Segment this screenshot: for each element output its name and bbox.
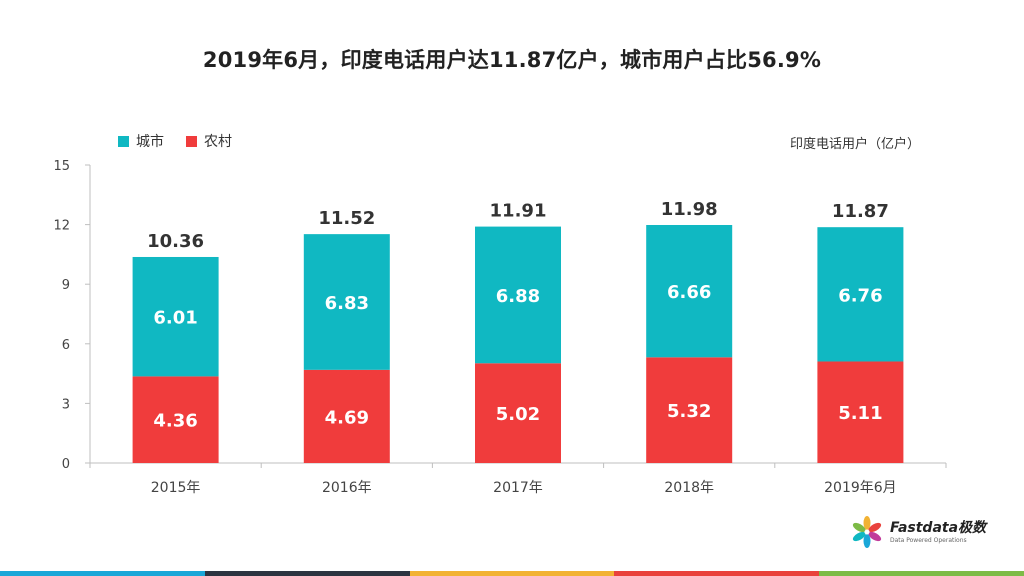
stripe-3 (409, 571, 615, 576)
data-label-urban: 6.66 (667, 282, 711, 303)
bar-rural (475, 363, 561, 463)
y-tick-label: 6 (62, 338, 70, 353)
brand-logo: Fastdata极数 Data Powered Operations (850, 512, 1010, 552)
data-label-urban: 6.76 (838, 285, 882, 306)
stripe-2 (204, 571, 410, 576)
x-tick-label: 2015年 (151, 480, 201, 496)
unit-label: 印度电话用户（亿户） (789, 137, 920, 152)
legend-label-urban: 城市 (136, 134, 164, 150)
data-label-rural: 5.32 (667, 401, 711, 422)
bar-rural (646, 357, 733, 463)
data-label-total: 10.36 (147, 231, 204, 252)
bar-rural (303, 369, 390, 463)
legend-item-urban: 城市 (118, 131, 164, 151)
legend: 城市 农村 (118, 131, 232, 151)
data-label-total: 11.98 (661, 199, 718, 220)
y-tick-label: 12 (53, 219, 70, 234)
y-tick-label: 0 (62, 457, 70, 472)
bar-urban (132, 256, 219, 377)
x-tick-label: 2016年 (322, 480, 372, 496)
x-tick-label: 2018年 (664, 480, 714, 496)
logo-subtitle: Data Powered Operations (890, 536, 967, 544)
y-tick-label: 15 (53, 159, 70, 174)
bar-urban (646, 224, 733, 358)
stripe-1 (0, 571, 205, 576)
logo-text: Fastdata极数 (890, 519, 987, 536)
bar-rural (132, 376, 219, 463)
data-label-urban: 6.01 (153, 308, 197, 329)
flower-logo-icon (852, 516, 882, 548)
bar-urban (475, 226, 561, 364)
stripe-5 (819, 571, 1024, 576)
legend-item-rural: 农村 (186, 131, 232, 151)
data-label-urban: 6.83 (325, 293, 369, 314)
bar-rural (817, 361, 904, 463)
stripe-4 (614, 571, 820, 576)
data-label-total: 11.87 (832, 201, 889, 222)
data-label-rural: 5.11 (838, 403, 882, 424)
data-label-total: 11.52 (318, 208, 375, 229)
legend-label-rural: 农村 (204, 134, 232, 150)
bar-urban (303, 234, 390, 370)
data-label-rural: 4.69 (325, 407, 369, 428)
y-tick-label: 9 (62, 278, 70, 293)
legend-swatch-rural (186, 135, 197, 147)
data-label-total: 11.91 (490, 201, 547, 222)
bar-urban (817, 227, 904, 362)
x-tick-label: 2019年6月 (824, 480, 897, 496)
y-tick-label: 3 (62, 397, 70, 412)
chart-title: 2019年6月，印度电话用户达11.87亿户，城市用户占比56.9% (202, 48, 822, 72)
data-label-rural: 4.36 (153, 411, 197, 432)
data-label-urban: 6.88 (496, 286, 540, 307)
data-label-rural: 5.02 (496, 404, 540, 425)
legend-swatch-urban (118, 135, 129, 147)
x-tick-label: 2017年 (493, 480, 543, 496)
bottom-color-stripes (0, 571, 1024, 576)
